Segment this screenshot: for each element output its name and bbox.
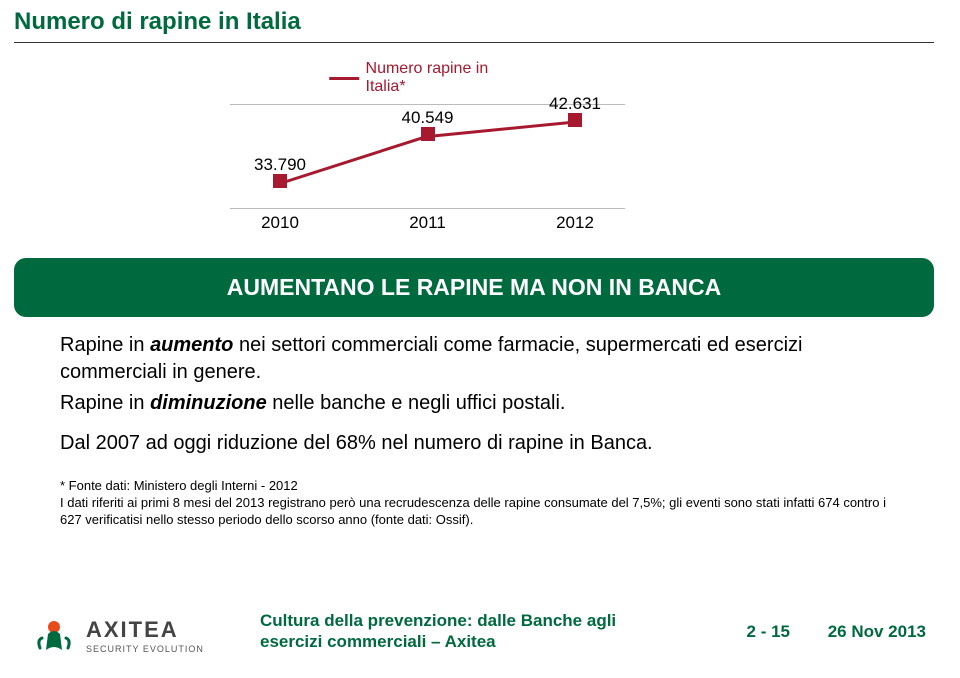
chart-value-label: 40.549 <box>402 108 454 128</box>
body-text: Rapine in aumento nei settori commercial… <box>60 332 900 421</box>
x-axis-label: 2011 <box>409 213 446 233</box>
footer: AXITEA SECURITY EVOLUTION Cultura della … <box>0 588 960 678</box>
chart-marker <box>273 174 287 188</box>
body-l1-em: aumento <box>150 334 233 356</box>
logo-mark-icon <box>32 614 76 658</box>
chart-value-label: 33.790 <box>254 155 306 175</box>
legend-label: Numero rapine in Italia* <box>366 60 527 96</box>
body-l1-pre: Rapine in <box>60 334 150 356</box>
logo-name: AXITEA <box>86 619 204 641</box>
chart-marker <box>421 127 435 141</box>
chart-marker <box>568 113 582 127</box>
x-axis-label: 2012 <box>556 213 594 233</box>
line-chart: Numero rapine in Italia* 33.790 40.549 42.… <box>230 60 625 235</box>
plot-area: 33.79040.54942.631 <box>230 104 625 209</box>
body-l2-em: diminuzione <box>150 392 267 414</box>
title-underline <box>14 42 934 43</box>
footnote-line1: * Fonte dati: Ministero degli Interni - … <box>60 478 900 495</box>
chart-legend: Numero rapine in Italia* <box>329 60 527 96</box>
body-l2-post: nelle banche e negli uffici postali. <box>267 392 566 414</box>
logo-text: AXITEA SECURITY EVOLUTION <box>86 619 204 654</box>
x-axis-label: 2010 <box>261 213 299 233</box>
body-l2-pre: Rapine in <box>60 392 150 414</box>
footnote-line2: I dati riferiti ai primi 8 mesi del 2013… <box>60 495 900 529</box>
page-title: Numero di rapine in Italia <box>14 8 301 36</box>
logo-tagline: SECURITY EVOLUTION <box>86 644 204 654</box>
footer-date: 26 Nov 2013 <box>828 622 926 642</box>
summary-line: Dal 2007 ad oggi riduzione del 68% nel n… <box>60 432 900 455</box>
headline-banner: AUMENTANO LE RAPINE MA NON IN BANCA <box>14 258 934 317</box>
footer-title: Cultura della prevenzione: dalle Banche … <box>260 610 680 653</box>
logo: AXITEA SECURITY EVOLUTION <box>32 614 204 658</box>
chart-value-label: 42.631 <box>549 94 601 114</box>
page-number: 2 - 15 <box>747 622 790 642</box>
legend-line-icon <box>329 77 360 80</box>
footnote: * Fonte dati: Ministero degli Interni - … <box>60 478 900 529</box>
